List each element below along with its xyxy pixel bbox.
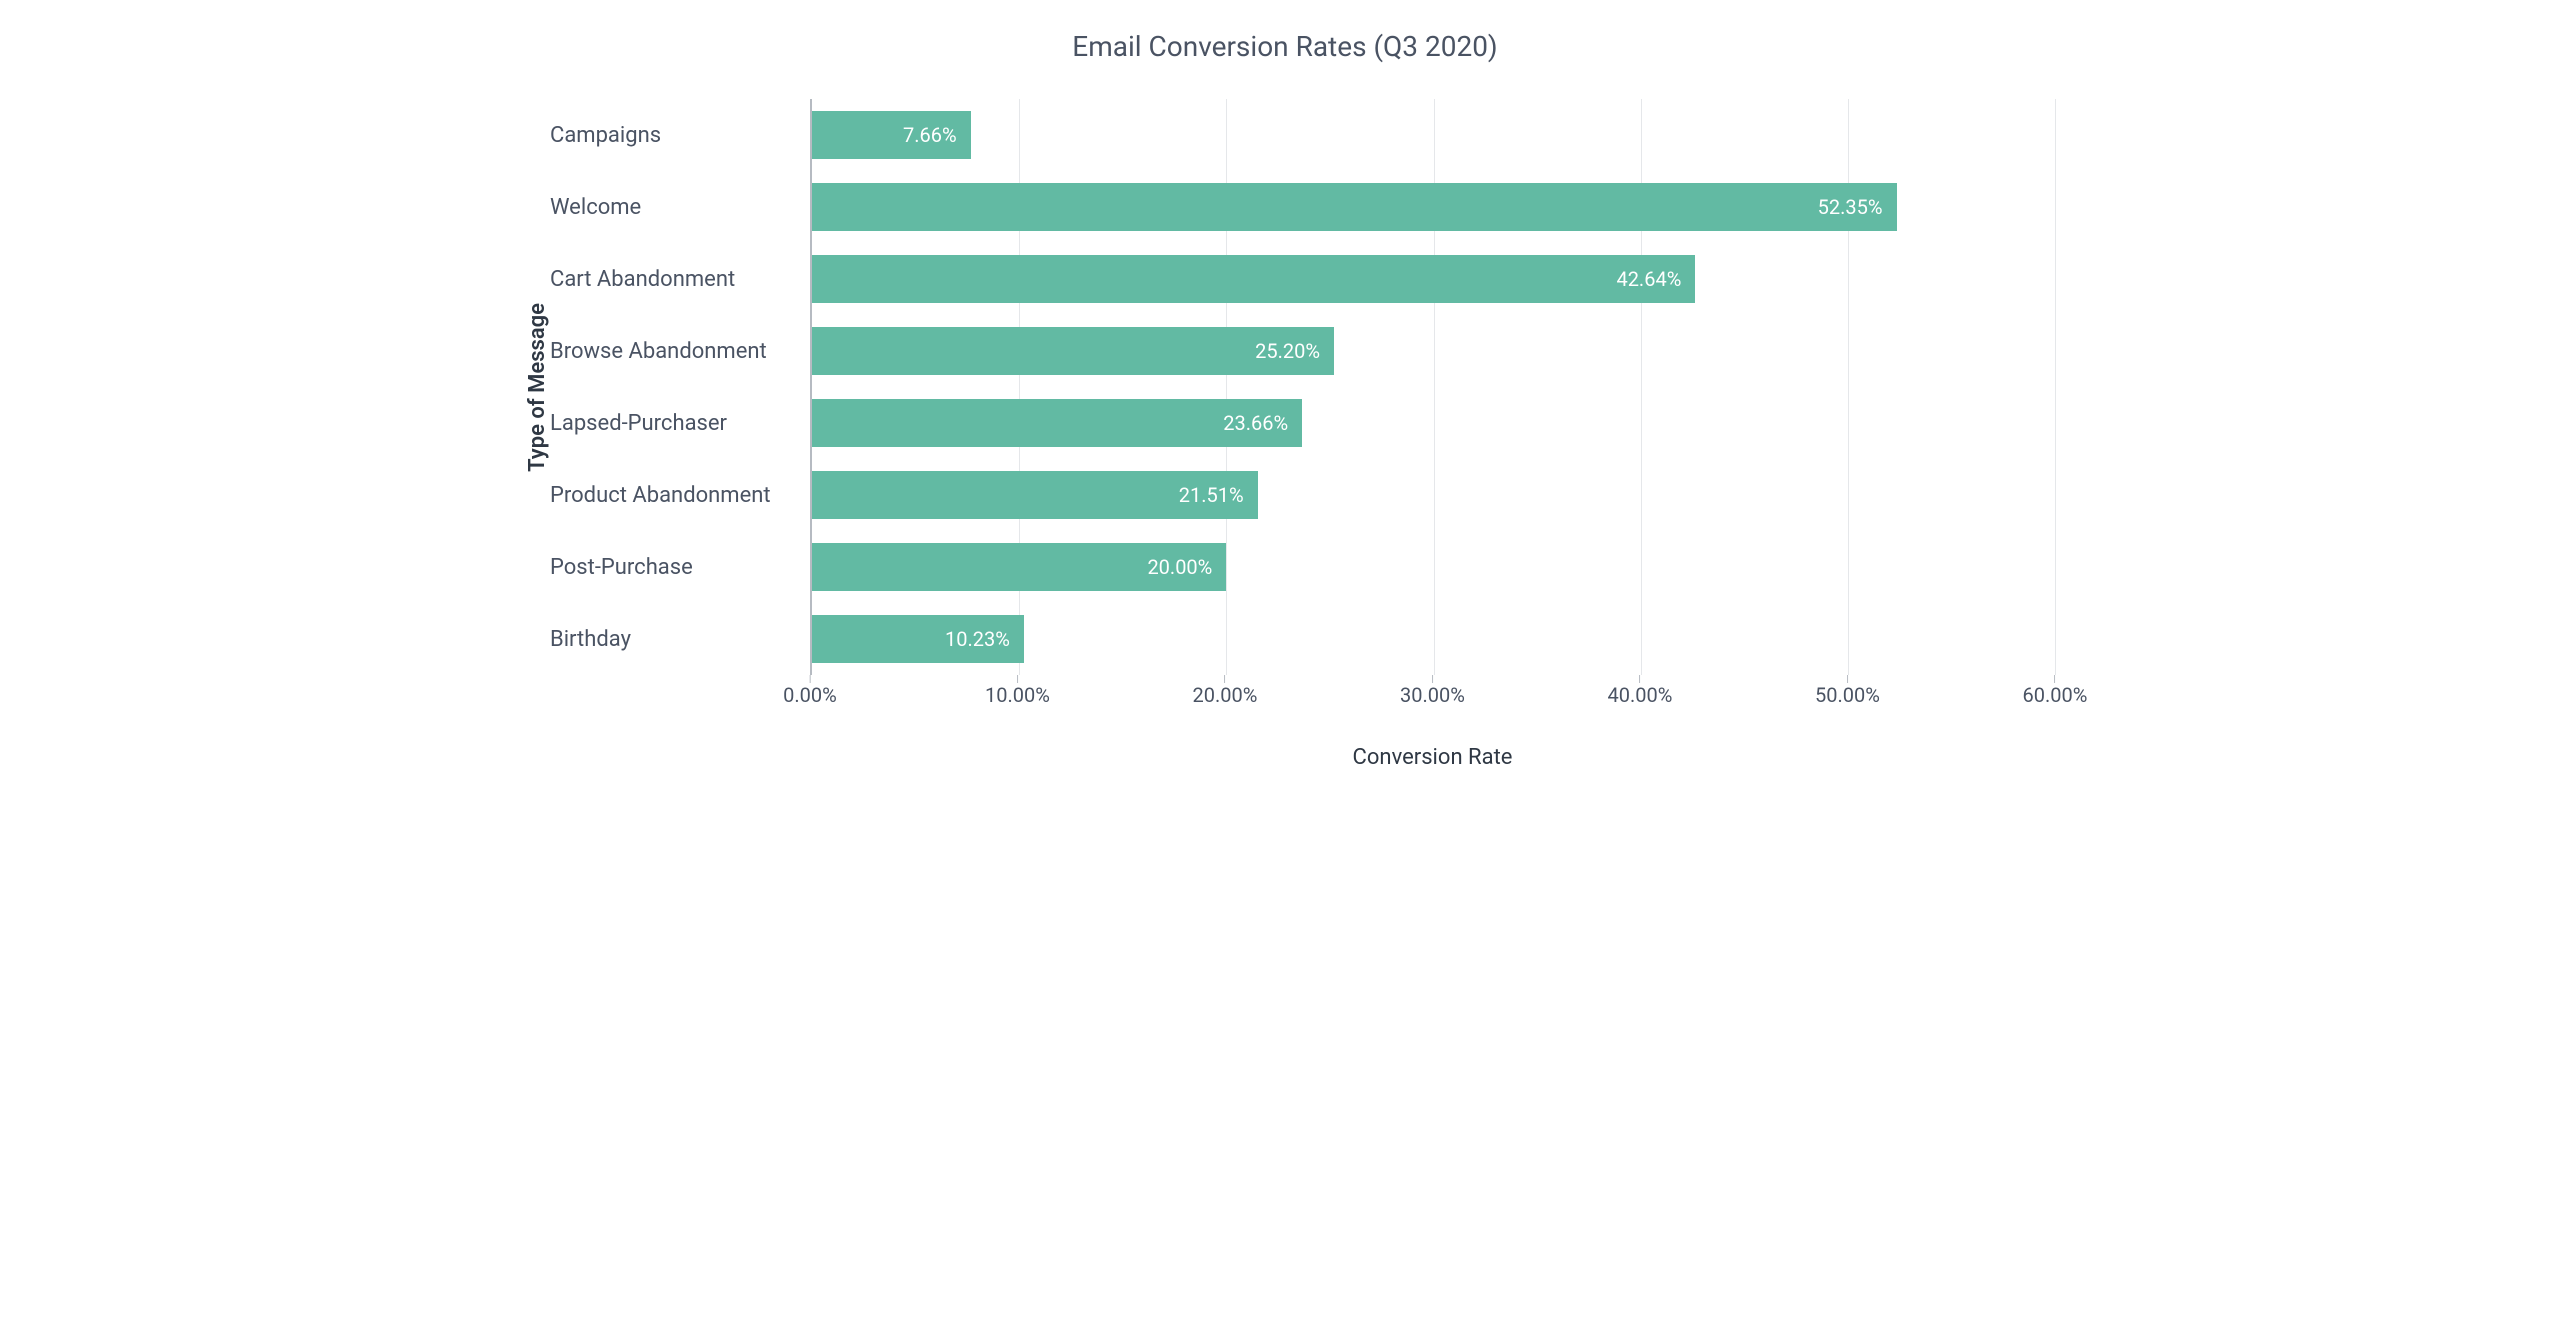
bar-row: 25.20%: [812, 315, 2055, 387]
bar: 20.00%: [812, 543, 1226, 591]
x-axis-tick-label: 40.00%: [1608, 683, 1673, 707]
bar: 10.23%: [812, 615, 1024, 663]
bar-value-label: 25.20%: [1255, 339, 1320, 363]
x-axis-tick-mark: [2054, 675, 2055, 683]
y-axis-labels: CampaignsWelcomeCart AbandonmentBrowse A…: [550, 99, 810, 675]
y-axis-label: Lapsed-Purchaser: [550, 387, 788, 459]
bar-row: 20.00%: [812, 531, 2055, 603]
gridline: [2055, 99, 2056, 675]
x-axis-tick: 60.00%: [2023, 683, 2088, 707]
y-axis-label: Campaigns: [550, 99, 788, 171]
y-axis-label: Product Abandonment: [550, 459, 788, 531]
chart-title: Email Conversion Rates (Q3 2020): [515, 30, 2055, 63]
x-axis-title: Conversion Rate: [810, 745, 2055, 770]
bar: 7.66%: [812, 111, 971, 159]
x-axis-tick-label: 20.00%: [1193, 683, 1258, 707]
x-axis-tick-mark: [1432, 675, 1433, 683]
y-axis-title: Type of Message: [515, 303, 550, 472]
chart-container: Email Conversion Rates (Q3 2020) Type of…: [515, 30, 2055, 770]
x-axis-tick: 30.00%: [1400, 683, 1465, 707]
bar-value-label: 7.66%: [903, 123, 957, 147]
bar-row: 42.64%: [812, 243, 2055, 315]
x-axis-tick-label: 50.00%: [1815, 683, 1880, 707]
y-axis-label: Cart Abandonment: [550, 243, 788, 315]
y-axis-label: Welcome: [550, 171, 788, 243]
bar: 23.66%: [812, 399, 1302, 447]
x-axis-tick: 20.00%: [1193, 683, 1258, 707]
bar: 25.20%: [812, 327, 1334, 375]
bar-value-label: 42.64%: [1616, 267, 1681, 291]
bar-value-label: 21.51%: [1179, 483, 1244, 507]
bars: 7.66% 52.35% 42.64% 25.20% 23.66% 21.51% 20.00…: [812, 99, 2055, 675]
bar-row: 23.66%: [812, 387, 2055, 459]
bar-row: 21.51%: [812, 459, 2055, 531]
x-axis-tick: 0.00%: [783, 683, 837, 707]
x-axis-tick: 10.00%: [985, 683, 1050, 707]
x-axis-tick-mark: [1639, 675, 1640, 683]
x-axis-tick-mark: [810, 675, 811, 683]
y-axis-label: Post-Purchase: [550, 531, 788, 603]
y-axis-label: Browse Abandonment: [550, 315, 788, 387]
bar: 52.35%: [812, 183, 1897, 231]
x-axis-tick-mark: [1224, 675, 1225, 683]
x-axis-tick-label: 10.00%: [985, 683, 1050, 707]
x-axis-tick: 50.00%: [1815, 683, 1880, 707]
x-axis-title-spacer: [515, 717, 810, 770]
bar: 42.64%: [812, 255, 1695, 303]
bar-row: 52.35%: [812, 171, 2055, 243]
x-axis: 0.00%10.00%20.00%30.00%40.00%50.00%60.00…: [515, 683, 2055, 717]
bar-value-label: 23.66%: [1223, 411, 1288, 435]
plot-area: 7.66% 52.35% 42.64% 25.20% 23.66% 21.51% 20.00…: [810, 99, 2055, 675]
bar-value-label: 20.00%: [1147, 555, 1212, 579]
x-axis-spacer: [515, 683, 810, 717]
x-axis-ticks: 0.00%10.00%20.00%30.00%40.00%50.00%60.00…: [810, 683, 2055, 717]
bar-value-label: 10.23%: [945, 627, 1010, 651]
bar-value-label: 52.35%: [1818, 195, 1883, 219]
x-axis-tick-mark: [1017, 675, 1018, 683]
x-axis-tick-label: 30.00%: [1400, 683, 1465, 707]
x-axis-tick-label: 60.00%: [2023, 683, 2088, 707]
chart-body: Type of Message CampaignsWelcomeCart Aba…: [515, 99, 2055, 675]
x-axis-tick-label: 0.00%: [783, 683, 837, 707]
bar-row: 7.66%: [812, 99, 2055, 171]
x-axis-tick-mark: [1847, 675, 1848, 683]
bar: 21.51%: [812, 471, 1258, 519]
x-axis-tick: 40.00%: [1608, 683, 1673, 707]
bar-row: 10.23%: [812, 603, 2055, 675]
y-axis-label: Birthday: [550, 603, 788, 675]
